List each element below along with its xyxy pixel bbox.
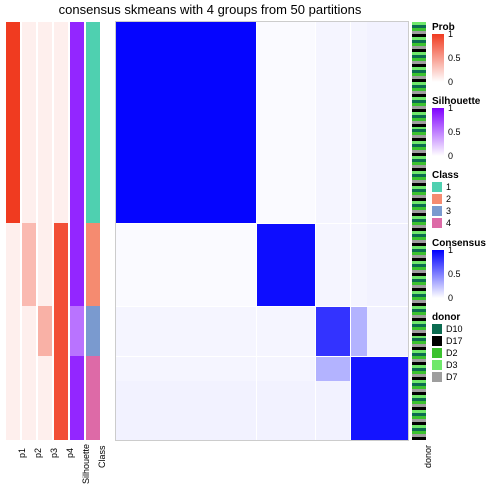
donor-sw-D7 (432, 372, 442, 382)
grad-Prob (432, 34, 444, 82)
gtick-Consensus-0: 1 (448, 245, 453, 255)
track-p1-g3 (6, 356, 20, 440)
label-p2: p2 (33, 448, 43, 458)
hm-block-2 (315, 306, 350, 356)
track-p4-g1 (54, 223, 68, 307)
gtick-Prob-1: 0.5 (448, 53, 461, 63)
cls-sw-3 (432, 206, 442, 216)
hm-block-10 (315, 356, 350, 381)
track-p4-g3 (54, 356, 68, 440)
donor-lab-D17: D17 (446, 336, 463, 346)
gtick-Silhouette-2: 0 (448, 151, 453, 161)
label-p1: p1 (17, 448, 27, 458)
track-sil-g1 (70, 223, 84, 307)
legend-Silhouette: Silhouette (432, 96, 480, 107)
track-sil-g3 (70, 356, 84, 440)
track-p2-g0 (22, 22, 36, 223)
gtick-Silhouette-0: 1 (448, 103, 453, 113)
hsep1 (116, 223, 408, 224)
track-p3-g2 (38, 306, 52, 356)
donor-lab-D3: D3 (446, 360, 458, 370)
vsep3 (350, 22, 351, 440)
cls-sw-2 (432, 194, 442, 204)
legend-Consensus: Consensus (432, 238, 486, 249)
label-p4: p4 (65, 448, 75, 458)
gtick-Prob-2: 0 (448, 77, 453, 87)
donor-lab-D2: D2 (446, 348, 458, 358)
hm-block-0 (116, 22, 256, 223)
label-p3: p3 (49, 448, 59, 458)
hm-block-7 (315, 22, 368, 306)
label-silhouette: Silhouette (81, 444, 91, 484)
label-class: Class (97, 445, 107, 468)
gtick-Consensus-1: 0.5 (448, 269, 461, 279)
hm-block-11 (350, 306, 368, 356)
track-class-g1 (86, 223, 100, 307)
vsep2 (315, 22, 316, 440)
cls-lab-1: 1 (446, 182, 451, 192)
grad-Silhouette (432, 108, 444, 156)
hm-block-6 (116, 306, 315, 381)
donor-sw-D10 (432, 324, 442, 334)
track-p1-g0 (6, 22, 20, 223)
cls-sw-1 (432, 182, 442, 192)
plot-title: consensus skmeans with 4 groups from 50 … (0, 2, 420, 17)
track-p1-g2 (6, 306, 20, 356)
hm-block-1 (256, 223, 314, 307)
grad-Consensus (432, 250, 444, 298)
donor-sw-D3 (432, 360, 442, 370)
donor-sw-D2 (432, 348, 442, 358)
hsep2 (116, 306, 408, 307)
gtick-Silhouette-1: 0.5 (448, 127, 461, 137)
hm-block-3 (350, 356, 408, 440)
gtick-Consensus-2: 0 (448, 293, 453, 303)
vsep1 (256, 22, 257, 440)
label-donor: donor (423, 445, 433, 468)
track-p1-g1 (6, 223, 20, 307)
cls-lab-4: 4 (446, 218, 451, 228)
track-class-g0 (86, 22, 100, 223)
track-p2-g1 (22, 223, 36, 307)
track-p4-g0 (54, 22, 68, 223)
hm-block-5 (256, 22, 314, 223)
gtick-Prob-0: 1 (448, 29, 453, 39)
legend-donor: donor (432, 312, 460, 323)
cls-sw-4 (432, 218, 442, 228)
track-class-g3 (86, 356, 100, 440)
donor-sw-D17 (432, 336, 442, 346)
track-sil-g2 (70, 306, 84, 356)
track-p3-g0 (38, 22, 52, 223)
track-class-g2 (86, 306, 100, 356)
track-p3-g1 (38, 223, 52, 307)
track-p2-g2 (22, 306, 36, 356)
cls-lab-2: 2 (446, 194, 451, 204)
donor-lab-D7: D7 (446, 372, 458, 382)
donor-lab-D10: D10 (446, 324, 463, 334)
track-sil-g0 (70, 22, 84, 223)
hm-block-4 (116, 223, 256, 307)
hsep3 (116, 356, 408, 357)
track-p3-g3 (38, 356, 52, 440)
track-p4-g2 (54, 306, 68, 356)
legend-class: Class (432, 170, 459, 181)
cls-lab-3: 3 (446, 206, 451, 216)
track-p2-g3 (22, 356, 36, 440)
